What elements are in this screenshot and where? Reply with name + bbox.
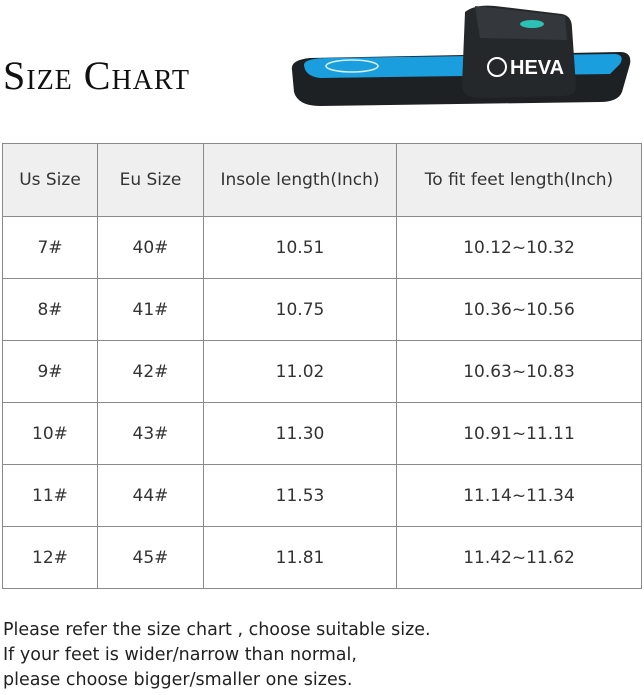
header-us-size: Us Size (2, 143, 98, 217)
us-size-cell: 12# (2, 526, 98, 589)
us-size-cell: 7# (2, 216, 98, 279)
note-line: Please refer the size chart , choose sui… (3, 620, 431, 640)
fit-feet-length-cell: 11.14~11.34 (396, 464, 642, 527)
insole-length-cell: 11.30 (203, 402, 397, 465)
slide-sandal-image: HEVA (291, 5, 631, 106)
header-fit-feet-length: To fit feet length(Inch) (396, 143, 642, 217)
eu-size-cell: 43# (97, 402, 204, 465)
table-header-row: Us Size Eu Size Insole length(Inch) To f… (2, 143, 642, 217)
eu-size-cell: 45# (97, 526, 204, 589)
heva-logo-text: HEVA (510, 57, 564, 79)
table-row: 8# 41# 10.75 10.36~10.56 (2, 278, 642, 341)
page-title: Size Chart (3, 53, 190, 98)
eu-size-cell: 40# (97, 216, 204, 279)
fit-feet-length-cell: 10.36~10.56 (396, 278, 642, 341)
table-row: 9# 42# 11.02 10.63~10.83 (2, 340, 642, 403)
us-size-cell: 10# (2, 402, 98, 465)
eu-size-cell: 41# (97, 278, 204, 341)
insole-length-cell: 10.51 (203, 216, 397, 279)
table-row: 11# 44# 11.53 11.14~11.34 (2, 464, 642, 527)
header-insole-length: Insole length(Inch) (203, 143, 397, 217)
eu-size-cell: 44# (97, 464, 204, 527)
fit-feet-length-cell: 11.42~11.62 (396, 526, 642, 589)
insole-length-cell: 10.75 (203, 278, 397, 341)
table-row: 7# 40# 10.51 10.12~10.32 (2, 216, 642, 279)
insole-length-cell: 11.81 (203, 526, 397, 589)
note-line: please choose bigger/smaller one sizes. (3, 670, 353, 690)
size-chart-table: Us Size Eu Size Insole length(Inch) To f… (2, 143, 642, 589)
fit-feet-length-cell: 10.91~11.11 (396, 402, 642, 465)
us-size-cell: 9# (2, 340, 98, 403)
eu-size-cell: 42# (97, 340, 204, 403)
table-row: 12# 45# 11.81 11.42~11.62 (2, 526, 642, 589)
header-eu-size: Eu Size (97, 143, 204, 217)
table-row: 10# 43# 11.30 10.91~11.11 (2, 402, 642, 465)
size-notes: Please refer the size chart , choose sui… (3, 618, 431, 693)
note-line: If your feet is wider/narrow than normal… (3, 645, 357, 665)
us-size-cell: 8# (2, 278, 98, 341)
fit-feet-length-cell: 10.12~10.32 (396, 216, 642, 279)
insole-length-cell: 11.53 (203, 464, 397, 527)
us-size-cell: 11# (2, 464, 98, 527)
fit-feet-length-cell: 10.63~10.83 (396, 340, 642, 403)
insole-length-cell: 11.02 (203, 340, 397, 403)
